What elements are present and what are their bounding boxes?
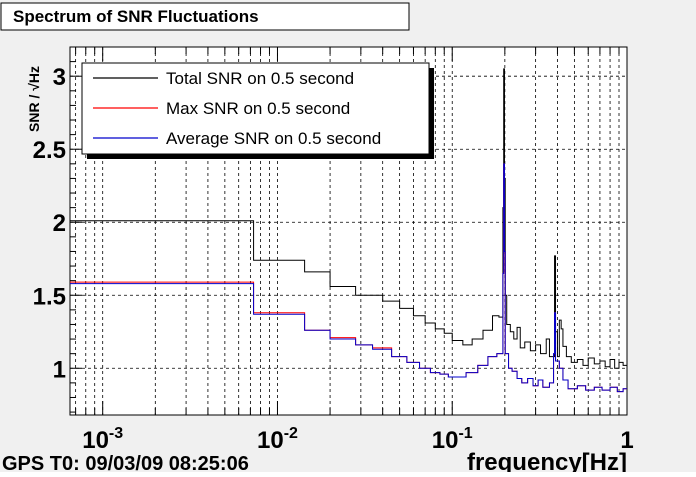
chart-title: Spectrum of SNR Fluctuations [13, 7, 259, 26]
y-axis-label: SNR / √Hz [26, 66, 42, 132]
series-line-1 [70, 68, 627, 369]
y-axis-label-group: SNR / √Hz [26, 66, 42, 132]
y-tick-label: 1.5 [33, 283, 66, 310]
legend: Total SNR on 0.5 second Max SNR on 0.5 se… [81, 62, 434, 159]
series-line-3 [70, 163, 627, 393]
x-axis-label: frequency[Hz] [467, 449, 627, 472]
y-tick-label: 1 [53, 356, 66, 383]
legend-label-1: Total SNR on 0.5 second [166, 69, 354, 88]
y-tick-label: 2 [53, 210, 66, 237]
legend-label-3: Average SNR on 0.5 second [166, 129, 381, 148]
ticks-layer [70, 46, 628, 415]
series-layer [70, 68, 627, 393]
x-tick-label: 10-1 [432, 425, 473, 454]
y-tick-label: 3 [53, 64, 66, 91]
x-tick-label: 1 [620, 427, 633, 454]
legend-label-2: Max SNR on 0.5 second [166, 99, 350, 118]
gps-footer: GPS T0: 09/03/09 08:25:06 [2, 453, 249, 472]
x-tick-label: 10-2 [257, 425, 298, 454]
x-tick-label: 10-3 [82, 425, 123, 454]
title-box: Spectrum of SNR Fluctuations [0, 2, 410, 31]
y-tick-label: 2.5 [33, 137, 66, 164]
tick-labels-layer: 1 1.5 2 2.5 3 10-3 10-2 10-1 1 [33, 64, 634, 454]
